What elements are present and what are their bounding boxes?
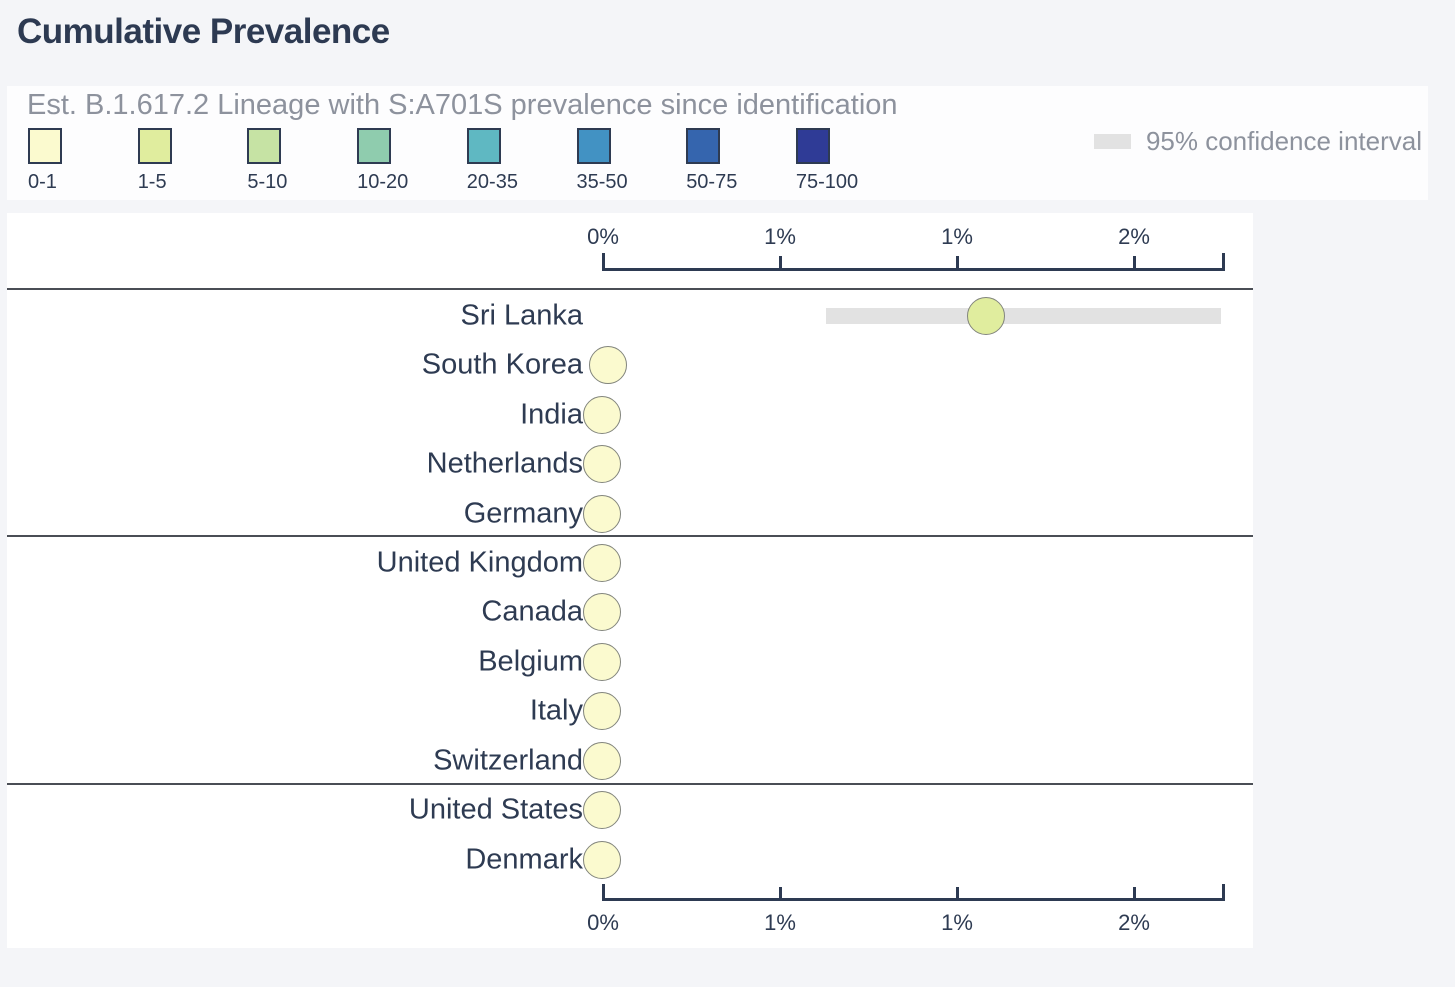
country-row: Canada	[7, 588, 1253, 637]
legend-bin-label: 1-5	[137, 171, 167, 193]
x-axis-top: 0% 1% 1% 2%	[587, 224, 1225, 271]
country-row: South Korea	[7, 340, 1253, 389]
prevalence-dot[interactable]	[583, 741, 621, 780]
legend-bin: 75-100	[795, 128, 859, 194]
prevalence-dot[interactable]	[583, 395, 621, 434]
country-label: Sri Lanka	[460, 299, 583, 332]
country-row: Denmark	[7, 835, 1253, 884]
prevalence-dot[interactable]	[583, 692, 621, 731]
country-label: Belgium	[478, 645, 583, 678]
group-divider	[7, 535, 1253, 538]
country-label: South Korea	[421, 348, 583, 381]
country-label: India	[520, 398, 583, 431]
tick-label: 2%	[1118, 910, 1150, 935]
legend-bin: 10-20	[357, 128, 408, 194]
country-row: Sri Lanka	[7, 291, 1253, 340]
tick-label: 1%	[764, 910, 796, 935]
legend-bin-label: 10-20	[357, 171, 409, 193]
country-label: Denmark	[465, 843, 583, 876]
prevalence-dot[interactable]	[583, 593, 621, 632]
legend-bin-label: 20-35	[466, 171, 518, 193]
country-label: Germany	[463, 497, 583, 530]
tick-mark	[1222, 884, 1225, 901]
ci-legend-label: 95% confidence interval	[1145, 126, 1422, 156]
tick-label: 1%	[764, 224, 796, 249]
legend-bin-swatch	[357, 128, 392, 164]
tick-label: 1%	[941, 224, 973, 249]
group-divider	[7, 782, 1253, 785]
legend-bin-label: 50-75	[686, 171, 738, 193]
prevalence-dot[interactable]	[966, 296, 1005, 335]
legend-bin-swatch	[247, 128, 282, 164]
prevalence-dot[interactable]	[583, 840, 621, 879]
legend-bin-swatch	[28, 128, 62, 164]
legend-bin-label: 0-1	[28, 171, 57, 193]
prevalence-chart: 0% 1% 1% 2% Sri Lanka South Korea India Nether…	[7, 213, 1253, 948]
confidence-interval-bar	[826, 307, 1222, 324]
country-row: Switzerland	[7, 736, 1253, 785]
legend-bin-label: 75-100	[795, 171, 859, 193]
ci-swatch	[1093, 134, 1131, 149]
legend-bin: 35-50	[576, 128, 628, 194]
x-axis-bottom: 0% 1% 1% 2%	[587, 884, 1225, 935]
country-label: United Kingdom	[376, 546, 583, 579]
legend-bin: 50-75	[686, 128, 737, 194]
ci-legend: 95% confidence interval	[1093, 126, 1422, 157]
tick-label: 1%	[941, 910, 973, 935]
tick-label: 0%	[587, 910, 619, 935]
country-row: Belgium	[7, 637, 1253, 686]
legend-bin: 0-1	[28, 128, 62, 194]
tick-mark	[779, 887, 782, 901]
tick-mark	[1222, 253, 1225, 271]
tick-label: 0%	[587, 224, 619, 249]
prevalence-dot[interactable]	[583, 445, 621, 484]
tick-mark	[602, 253, 605, 271]
legend-bin-label: 5-10	[247, 171, 288, 193]
tick-label: 2%	[1118, 224, 1150, 249]
legend-bin-swatch	[137, 128, 172, 164]
legend-bin-swatch	[576, 128, 611, 164]
legend-bin-swatch	[686, 128, 721, 164]
chart-subtitle: Est. B.1.617.2 Lineage with S:A701S prev…	[27, 89, 898, 121]
prevalence-dot[interactable]	[583, 494, 621, 533]
tick-mark	[602, 884, 605, 901]
tick-mark	[956, 887, 959, 901]
group-divider	[7, 288, 1253, 290]
legend-bin: 1-5	[137, 128, 172, 194]
legend-panel: Est. B.1.617.2 Lineage with S:A701S prev…	[7, 86, 1428, 200]
legend-bin-swatch	[466, 128, 501, 164]
tick-mark	[1133, 256, 1136, 271]
country-label: Netherlands	[426, 447, 583, 480]
country-row: Italy	[7, 687, 1253, 736]
legend-bin-label: 35-50	[576, 171, 628, 193]
prevalence-dot[interactable]	[583, 791, 621, 830]
country-row: United States	[7, 786, 1253, 835]
country-row: Germany	[7, 489, 1253, 538]
country-label: United States	[408, 793, 583, 826]
country-row: Netherlands	[7, 439, 1253, 488]
page-title: Cumulative Prevalence	[17, 12, 390, 51]
tick-mark	[956, 256, 959, 271]
country-label: Italy	[529, 694, 583, 727]
legend-bin: 20-35	[466, 128, 518, 194]
country-label: Switzerland	[433, 744, 583, 777]
prevalence-dot[interactable]	[588, 346, 627, 385]
legend-bin-swatch	[795, 128, 830, 164]
tick-mark	[779, 256, 782, 271]
legend-bin: 5-10	[247, 128, 287, 194]
country-row: United Kingdom	[7, 538, 1253, 587]
prevalence-dot[interactable]	[583, 543, 621, 582]
country-row: India	[7, 390, 1253, 439]
prevalence-dot[interactable]	[583, 642, 621, 681]
tick-mark	[1133, 887, 1136, 901]
country-label: Canada	[481, 595, 583, 628]
